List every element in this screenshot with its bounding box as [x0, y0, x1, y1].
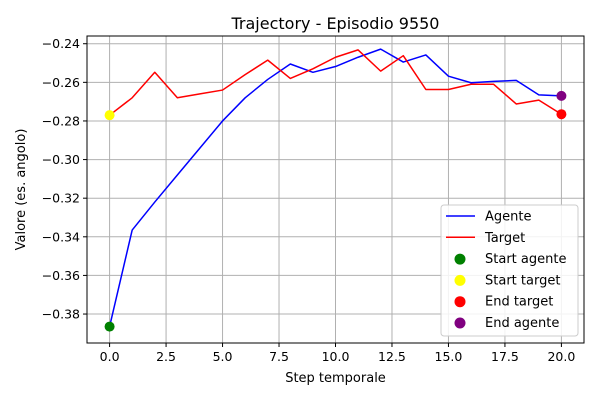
- y-axis-label: Valore (es. angolo): [14, 129, 29, 251]
- y-tick-label: −0.30: [42, 152, 80, 167]
- series-line-target: [109, 49, 562, 116]
- x-tick-label: 0.0: [100, 349, 120, 364]
- series-line-agente: [108, 48, 562, 327]
- legend-swatch-start-target: [454, 274, 466, 286]
- y-axis-ticks: −0.38 −0.36 −0.34 −0.32 −0.30 −0.28 −0.26 −0.24: [42, 36, 87, 322]
- marker-end-target: [556, 109, 567, 120]
- marker-start-agente: [104, 321, 115, 332]
- legend-swatch-start-agente: [454, 253, 466, 265]
- legend-label-end-target: End target: [485, 295, 553, 310]
- legend-swatch-end-target: [454, 296, 466, 308]
- y-tick-label: −0.34: [42, 229, 80, 244]
- chart-title: Trajectory - Episodio 9550: [231, 14, 440, 33]
- legend-box: [440, 204, 579, 337]
- y-tick-label: −0.24: [42, 36, 80, 51]
- x-tick-label: 10.0: [322, 349, 350, 364]
- y-tick-label: −0.36: [42, 268, 80, 283]
- x-axis-label: Step temporale: [285, 371, 386, 386]
- legend-label-end-agente: End agente: [485, 316, 559, 331]
- marker-start-target: [104, 110, 115, 121]
- legend-label-start-agente: Start agente: [485, 252, 566, 267]
- y-tick-label: −0.28: [42, 113, 80, 128]
- y-tick-label: −0.38: [42, 307, 80, 322]
- legend-swatch-end-agente: [454, 317, 466, 329]
- x-tick-label: 17.5: [491, 349, 519, 364]
- x-axis-ticks: 0.0 2.5 5.0 7.5 10.0 12.5 15.0 17.5 20.0: [100, 343, 575, 364]
- x-tick-label: 7.5: [269, 349, 289, 364]
- x-tick-label: 20.0: [547, 349, 575, 364]
- y-tick-label: −0.32: [42, 191, 80, 206]
- grid: [87, 36, 584, 343]
- legend: Agente Target Start agente Start target End …: [440, 204, 579, 337]
- x-tick-label: 2.5: [156, 349, 176, 364]
- y-tick-label: −0.26: [42, 75, 80, 90]
- x-tick-label: 15.0: [435, 349, 463, 364]
- marker-end-agente: [556, 90, 567, 101]
- series-layer: [104, 48, 567, 332]
- legend-label-agente: Agente: [485, 210, 531, 225]
- legend-label-target: Target: [484, 231, 525, 246]
- legend-label-start-target: Start target: [485, 273, 560, 288]
- x-tick-label: 12.5: [378, 349, 406, 364]
- x-tick-label: 5.0: [213, 349, 233, 364]
